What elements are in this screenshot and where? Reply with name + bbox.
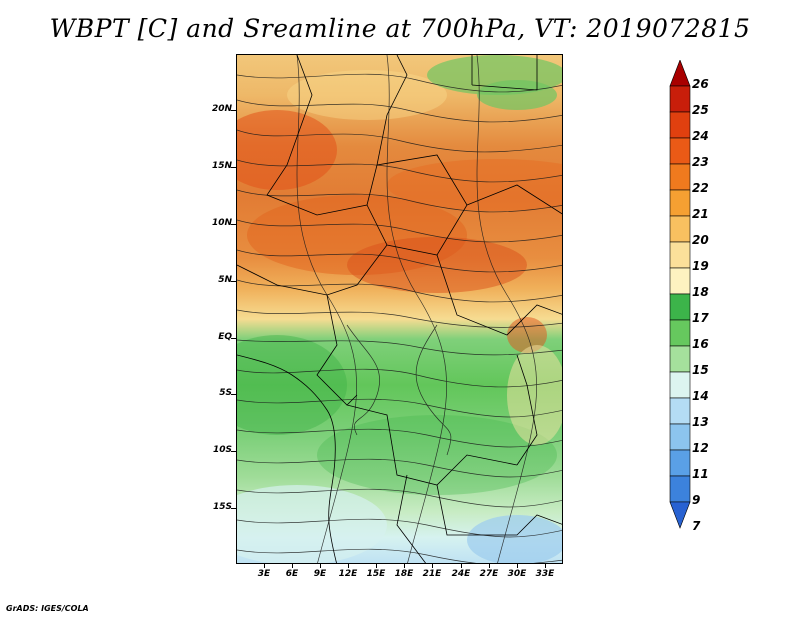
colorbar-label: 21 xyxy=(692,207,709,221)
lat-label-10n: 10N xyxy=(211,218,232,228)
colorbar-segment xyxy=(669,60,691,87)
lat-tick xyxy=(231,394,236,395)
lon-tick xyxy=(517,563,518,568)
colorbar-segment xyxy=(669,163,691,191)
colorbar-label: 19 xyxy=(692,259,709,273)
colorbar-label: 23 xyxy=(692,155,709,169)
colorbar-label: 17 xyxy=(692,311,709,325)
lon-tick xyxy=(404,563,405,568)
colorbar-segment xyxy=(669,85,691,113)
grads-credit: GrADS: IGES/COLA xyxy=(6,604,89,613)
lat-tick xyxy=(231,281,236,282)
colorbar-segment xyxy=(669,423,691,451)
colorbar-label: 20 xyxy=(692,233,709,247)
colorbar-label: 7 xyxy=(692,519,701,533)
lon-label-15e: 15E xyxy=(366,569,386,579)
lon-tick xyxy=(348,563,349,568)
lon-tick xyxy=(292,563,293,568)
colorbar-label: 26 xyxy=(692,77,709,91)
lat-tick xyxy=(231,451,236,452)
colorbar-segment xyxy=(669,267,691,295)
colorbar-label: 25 xyxy=(692,103,709,117)
lon-tick xyxy=(264,563,265,568)
lon-label-21e: 21E xyxy=(422,569,442,579)
lon-tick xyxy=(545,563,546,568)
map-title: WBPT [C] and Sreamline at 700hPa, VT: 20… xyxy=(49,14,751,43)
lat-tick xyxy=(231,338,236,339)
lat-tick xyxy=(231,508,236,509)
colorbar-segment xyxy=(669,215,691,243)
colorbar-segment xyxy=(669,111,691,139)
colorbar-label: 9 xyxy=(692,493,701,507)
colorbar-segment xyxy=(669,293,691,321)
colorbar-label: 16 xyxy=(692,337,709,351)
lon-tick xyxy=(489,563,490,568)
lon-tick xyxy=(432,563,433,568)
lat-label-5n: 5N xyxy=(218,275,232,285)
lat-label-5s: 5S xyxy=(219,388,232,398)
colorbar-label: 24 xyxy=(692,129,709,143)
lat-label-eq: EQ xyxy=(218,332,232,342)
wbpt-streamline-field xyxy=(237,55,562,563)
lon-tick xyxy=(376,563,377,568)
lon-label-6e: 6E xyxy=(285,569,299,579)
lat-label-10s: 10S xyxy=(212,445,232,455)
lat-label-15n: 15N xyxy=(211,161,232,171)
lon-tick xyxy=(320,563,321,568)
colorbar-segment xyxy=(669,345,691,373)
lon-label-30e: 30E xyxy=(507,569,527,579)
colorbar-label: 18 xyxy=(692,285,709,299)
colorbar-label: 13 xyxy=(692,415,709,429)
map-panel xyxy=(236,54,563,564)
lat-tick xyxy=(231,167,236,168)
lon-label-24e: 24E xyxy=(451,569,471,579)
lon-label-12e: 12E xyxy=(338,569,358,579)
lat-tick xyxy=(231,224,236,225)
colorbar-label: 14 xyxy=(692,389,709,403)
lat-label-15s: 15S xyxy=(212,502,232,512)
colorbar-label: 12 xyxy=(692,441,709,455)
colorbar-segment xyxy=(669,449,691,477)
lon-label-9e: 9E xyxy=(313,569,327,579)
lon-label-18e: 18E xyxy=(394,569,414,579)
lat-tick xyxy=(231,110,236,111)
colorbar-segment xyxy=(669,501,691,529)
colorbar-segment xyxy=(669,397,691,425)
lon-label-33e: 33E xyxy=(535,569,555,579)
colorbar-segment xyxy=(669,319,691,347)
colorbar-segment xyxy=(669,137,691,165)
colorbar-segment xyxy=(669,475,691,503)
lon-label-27e: 27E xyxy=(479,569,499,579)
colorbar-label: 11 xyxy=(692,467,709,481)
colorbar-segment xyxy=(669,241,691,269)
lat-label-20n: 20N xyxy=(211,104,232,114)
lon-label-3e: 3E xyxy=(257,569,271,579)
lon-tick xyxy=(461,563,462,568)
colorbar-label: 15 xyxy=(692,363,709,377)
colorbar-segment xyxy=(669,371,691,399)
colorbar-segment xyxy=(669,189,691,217)
colorbar xyxy=(669,60,691,529)
colorbar-label: 22 xyxy=(692,181,709,195)
